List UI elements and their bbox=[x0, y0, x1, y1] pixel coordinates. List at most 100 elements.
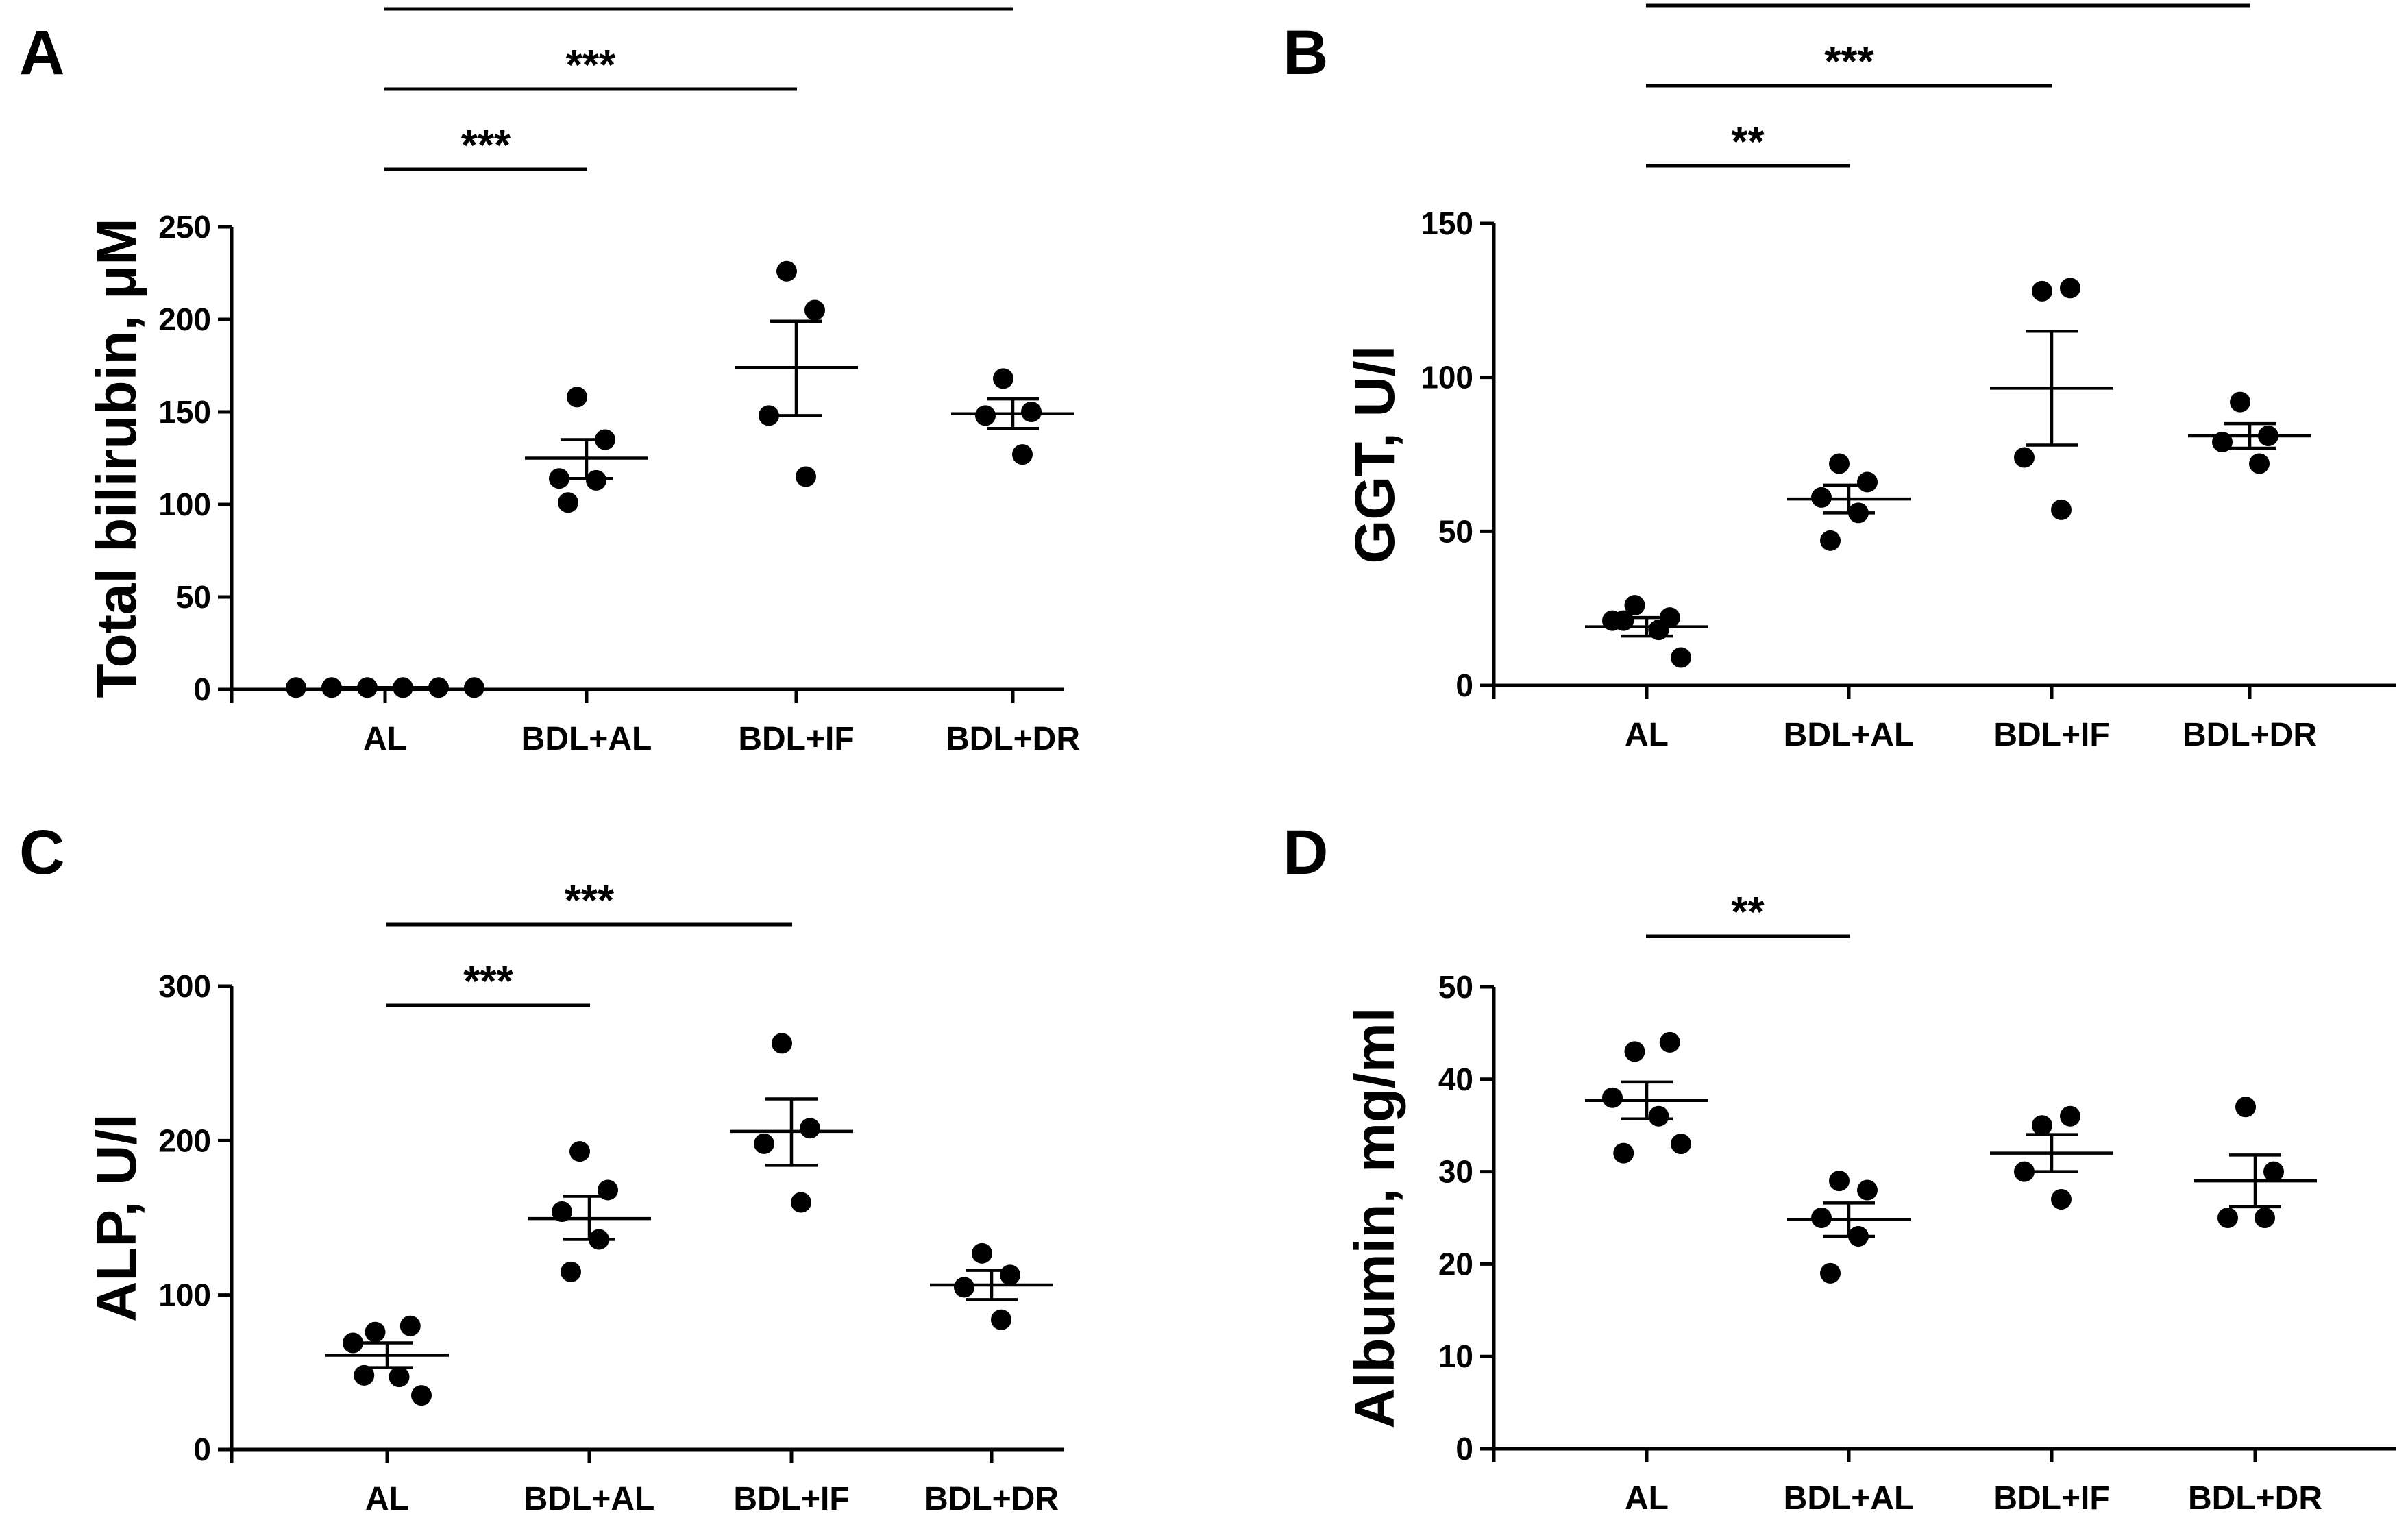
chart-c-point bbox=[400, 1315, 421, 1336]
chart-b-y-tick-label: 150 bbox=[1421, 206, 1473, 241]
chart-d-point bbox=[1857, 1179, 1878, 1201]
chart-b-point bbox=[1820, 530, 1841, 551]
chart-d-point bbox=[1820, 1262, 1841, 1284]
chart-c-significance-label: *** bbox=[565, 877, 615, 924]
chart-a-significance-label: *** bbox=[674, 0, 724, 9]
chart-d-y-tick-label: 20 bbox=[1438, 1246, 1473, 1282]
chart-a-x-tick-label: AL bbox=[363, 721, 407, 757]
chart-d-point bbox=[1671, 1134, 1691, 1155]
chart-b-point bbox=[1829, 453, 1850, 474]
chart-d-y-axis-label: Albumin, mg/ml bbox=[1344, 1007, 1406, 1429]
chart-c-point bbox=[954, 1277, 974, 1298]
chart-c-point bbox=[561, 1261, 581, 1282]
chart-c-point bbox=[1000, 1264, 1020, 1286]
chart-c-point bbox=[791, 1192, 811, 1213]
chart-d-x-tick-label: AL bbox=[1625, 1480, 1669, 1517]
chart-b-y-tick-label: 50 bbox=[1438, 513, 1473, 549]
chart-c-point bbox=[800, 1118, 820, 1139]
chart-a-point bbox=[1012, 444, 1033, 465]
chart-d-point bbox=[2235, 1097, 2256, 1118]
chart-b-significance-label: *** bbox=[1924, 0, 1974, 5]
chart-c-point bbox=[772, 1033, 792, 1054]
chart-d-point bbox=[1624, 1041, 1645, 1062]
chart-c-significance-label: *** bbox=[463, 958, 513, 1005]
chart-c-x-tick-label: BDL+DR bbox=[924, 1481, 1059, 1517]
chart-d-point bbox=[2032, 1115, 2052, 1136]
chart-d-point bbox=[1648, 1105, 1669, 1127]
chart-d-x-tick-label: BDL+DR bbox=[2188, 1480, 2322, 1517]
chart-c-point bbox=[365, 1321, 386, 1343]
chart-b-point bbox=[2032, 280, 2052, 302]
chart-b-point bbox=[2249, 453, 2270, 474]
chart-a-panel-letter: A bbox=[19, 18, 64, 88]
chart-a-y-axis-label: Total bilirubin, μM bbox=[86, 218, 148, 698]
chart-a-point bbox=[586, 469, 606, 491]
chart-a-point bbox=[1021, 402, 1042, 422]
chart-a-point bbox=[776, 260, 797, 282]
chart-d-x-tick-label: BDL+IF bbox=[1993, 1480, 2109, 1517]
chart-d-y-tick-label: 50 bbox=[1438, 969, 1473, 1005]
chart-b-y-axis-label: GGT, U/l bbox=[1344, 345, 1406, 564]
chart-a-y-tick-label: 0 bbox=[193, 672, 211, 707]
chart-a-point bbox=[975, 405, 996, 426]
chart-b-point bbox=[2014, 447, 2035, 468]
chart-d-point bbox=[2255, 1208, 2275, 1228]
chart-b-y-tick-label: 0 bbox=[1455, 667, 1473, 703]
chart-b-point bbox=[1857, 471, 1878, 493]
chart-a-significance-label: *** bbox=[461, 122, 511, 169]
chart-c-point bbox=[991, 1309, 1011, 1330]
chart-c-point bbox=[343, 1332, 363, 1354]
chart-c-x-tick-label: BDL+AL bbox=[524, 1481, 655, 1517]
chart-a-point bbox=[759, 405, 779, 426]
chart-c-x-tick-label: BDL+IF bbox=[733, 1481, 849, 1517]
chart-b-significance-label: ** bbox=[1731, 119, 1765, 166]
chart-a-point bbox=[993, 368, 1013, 389]
chart-c-x-tick-label: AL bbox=[365, 1481, 409, 1517]
chart-d-point bbox=[2060, 1105, 2080, 1127]
chart-c-point bbox=[569, 1141, 590, 1162]
chart-c-point bbox=[754, 1133, 774, 1154]
chart-b-x-tick-label: BDL+DR bbox=[2183, 717, 2317, 753]
chart-c-point bbox=[389, 1367, 410, 1388]
chart-d: D Albumin, mg/ml 0 10 20 30 40 50 AL BDL+AL BDL+IF… bbox=[1283, 818, 2396, 1517]
chart-b-x-tick-label: BDL+IF bbox=[1993, 717, 2109, 753]
chart-c-point bbox=[411, 1385, 432, 1406]
chart-a-significance-label: *** bbox=[566, 42, 616, 89]
chart-b-point bbox=[1624, 595, 1645, 616]
chart-a-y-tick-label: 50 bbox=[176, 579, 211, 615]
chart-a-point bbox=[567, 387, 587, 408]
chart-d-y-tick-label: 30 bbox=[1438, 1154, 1473, 1190]
chart-a-y-tick-label: 200 bbox=[158, 302, 211, 337]
chart-b-point bbox=[2230, 391, 2250, 413]
chart-d-panel-letter: D bbox=[1283, 818, 1328, 887]
chart-a-y-tick-label: 100 bbox=[158, 487, 211, 522]
chart-a-x-tick-label: BDL+IF bbox=[738, 721, 854, 757]
chart-c-y-tick-label: 0 bbox=[193, 1432, 211, 1467]
chart-d-point bbox=[2014, 1161, 2035, 1182]
chart-d-point bbox=[2263, 1161, 2284, 1182]
chart-d-point bbox=[1602, 1087, 1623, 1108]
chart-d-y-tick-label: 40 bbox=[1438, 1062, 1473, 1097]
chart-d-point bbox=[1659, 1031, 1680, 1053]
chart-b-point bbox=[2060, 278, 2080, 299]
chart-d-significance-label: ** bbox=[1731, 889, 1765, 936]
chart-d-point bbox=[2217, 1208, 2238, 1228]
chart-b-y-tick-label: 100 bbox=[1421, 360, 1473, 395]
chart-a-point bbox=[549, 468, 569, 489]
chart-a-x-tick-label: BDL+AL bbox=[521, 721, 652, 757]
chart-d-y-tick-label: 10 bbox=[1438, 1338, 1473, 1374]
chart-c-y-axis-label: ALP, U/l bbox=[86, 1114, 148, 1322]
chart-b-x-tick-label: BDL+AL bbox=[1784, 717, 1915, 753]
chart-d-point bbox=[1613, 1142, 1634, 1164]
chart-b: B GGT, U/l 0 50 100 150 AL BDL+AL BDL+IF BDL+DR **… bbox=[1283, 0, 2396, 753]
chart-c-point bbox=[552, 1201, 572, 1222]
chart-b-point bbox=[2051, 499, 2072, 520]
chart-d-point bbox=[2051, 1189, 2072, 1210]
chart-b-point bbox=[1671, 647, 1691, 668]
chart-c-panel-letter: C bbox=[19, 818, 64, 887]
chart-c-point bbox=[972, 1242, 992, 1264]
chart-c-point bbox=[354, 1364, 375, 1386]
chart-a-point bbox=[286, 677, 306, 698]
chart-d-x-tick-label: BDL+AL bbox=[1784, 1480, 1915, 1517]
